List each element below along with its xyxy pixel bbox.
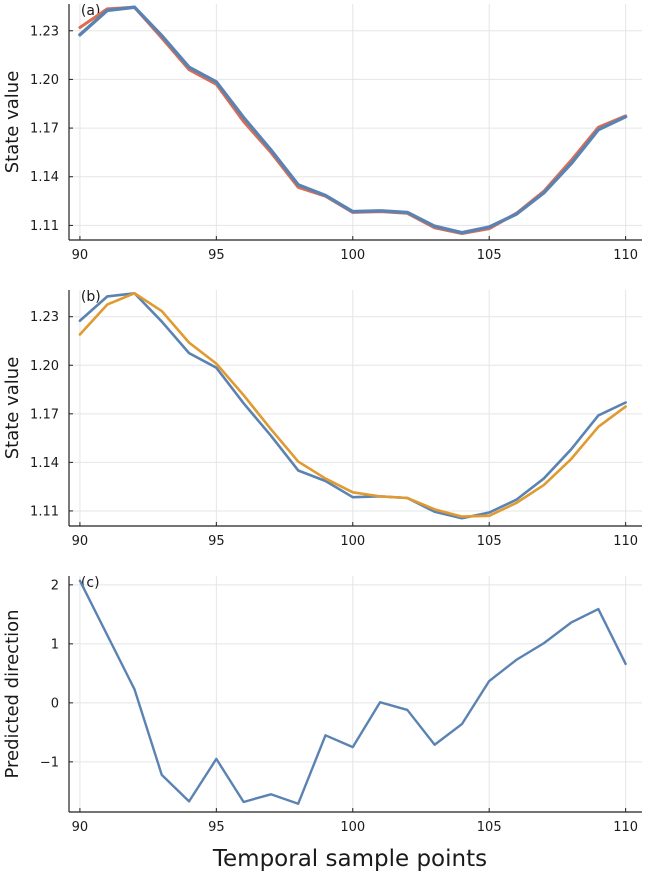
series-line-2: [78, 291, 627, 518]
series-line-1: [78, 291, 627, 520]
y-tick-label: 1.11: [30, 504, 59, 519]
y-tick-label: 1.20: [30, 359, 59, 374]
panel-label: (b): [81, 289, 101, 305]
panel-label: (a): [81, 3, 101, 19]
y-tick-label: 1.17: [30, 407, 59, 422]
x-tick-label: 105: [477, 820, 502, 835]
x-tick-label: 105: [477, 534, 502, 549]
x-tick-label: 110: [613, 534, 638, 549]
x-tick-label: 95: [208, 820, 225, 835]
x-tick-label: 90: [72, 534, 89, 549]
panel-label: (c): [81, 575, 100, 591]
y-tick-label: 1.23: [30, 24, 59, 39]
x-axis-label: Temporal sample points: [212, 846, 487, 872]
x-tick-label: 90: [72, 820, 89, 835]
y-axis-label: State value: [2, 357, 23, 460]
x-tick-label: 95: [208, 534, 225, 549]
series-line-1: [78, 579, 627, 805]
y-tick-label: 0: [51, 696, 59, 711]
panel-2: 90 95 100 105 110 1.11 1.14 1.17 1.20 1.23 State v…: [2, 289, 642, 549]
y-tick-label: 1.14: [30, 170, 59, 185]
y-axis-label: State value: [2, 71, 23, 174]
y-tick-label: 1.14: [30, 456, 59, 471]
y-tick-label: 1: [51, 637, 59, 652]
y-tick-label: 1.20: [30, 73, 59, 88]
x-tick-label: 110: [613, 248, 638, 263]
y-tick-label: 2: [51, 578, 59, 593]
x-tick-label: 100: [340, 820, 365, 835]
y-axis-label: Predicted direction: [2, 609, 23, 778]
y-tick-label: 1.11: [30, 219, 59, 234]
x-tick-label: 110: [613, 820, 638, 835]
x-tick-label: 105: [477, 248, 502, 263]
x-tick-label: 95: [208, 248, 225, 263]
x-tick-label: 90: [72, 248, 89, 263]
series-line-2: [78, 5, 628, 235]
panel-3: 90 95 100 105 110 −1 0 1 2 Predicted direction (c): [2, 575, 642, 835]
x-tick-label: 100: [340, 534, 365, 549]
panel-1: 90 95 100 105 110 1.11 1.14 1.17 1.20 1.23 State v…: [2, 3, 642, 263]
y-tick-label: −1: [40, 755, 59, 770]
y-tick-label: 1.23: [30, 310, 59, 325]
y-tick-label: 1.17: [30, 122, 59, 137]
x-tick-label: 100: [340, 248, 365, 263]
